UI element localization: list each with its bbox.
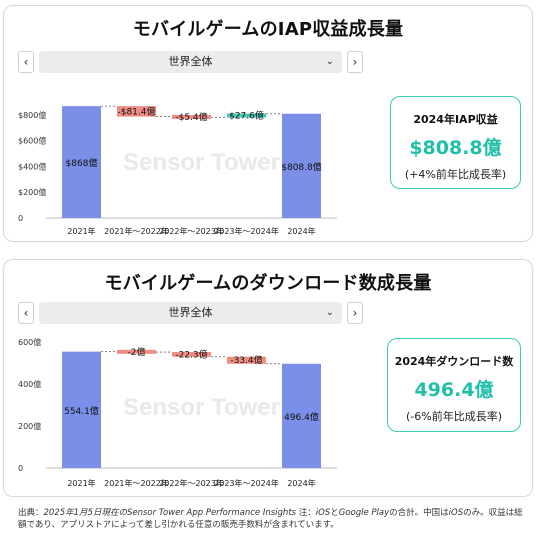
- value-label: -33.4億: [230, 354, 262, 366]
- waterfall-bar: [282, 113, 321, 218]
- value-label: -$81.4億: [117, 105, 155, 117]
- waterfall-bar: [62, 106, 101, 218]
- value-label: 554.1億: [64, 405, 99, 417]
- footnote-note-label: 注：: [296, 508, 316, 518]
- x-tick-label: 2023年～2024年: [214, 478, 279, 488]
- summary-value: 496.4億: [414, 379, 494, 401]
- footnote-source: 2025年1月5日現在のSensor Tower App Performance…: [43, 508, 297, 518]
- prev-button[interactable]: ‹: [18, 51, 34, 73]
- iap-revenue-panel: モバイルゲームのIAP収益成長量 ‹ 世界全体 ⌄ › Sensor Tower…: [3, 5, 533, 242]
- footnote-china: の合計。中国は: [389, 508, 449, 518]
- y-tick-label: $800億: [18, 110, 46, 120]
- panel-title: モバイルゲームのIAP収益成長量: [132, 19, 404, 40]
- iap-waterfall-chart: Sensor Tower 0 $200億 $400億 $600億 $800億 $868億 20…: [18, 105, 337, 236]
- next-button[interactable]: ›: [347, 302, 363, 324]
- footnote-and: と: [330, 508, 339, 518]
- downloads-panel: モバイルゲームのダウンロード数成長量 ‹ 世界全体 ⌄ › Sensor Tow…: [3, 259, 533, 497]
- summary-growth: (+4%前年比成長率): [404, 168, 507, 181]
- x-tick-label: 2022年～2023年: [159, 226, 224, 236]
- x-tick-label: 2021年～2022年: [104, 226, 169, 236]
- summary-card: 2024年IAP収益 $808.8億 (+4%前年比成長率): [390, 96, 521, 189]
- waterfall-bar: [117, 349, 156, 354]
- value-label: $27.6億: [229, 110, 264, 122]
- panel-title: モバイルゲームのダウンロード数成長量: [104, 273, 432, 294]
- chevron-down-icon: ⌄: [325, 56, 334, 67]
- value-label: $808.8億: [281, 161, 322, 173]
- waterfall-bar: [282, 363, 321, 468]
- dropdown-value: 世界全体: [168, 55, 213, 68]
- value-label: $868億: [66, 157, 98, 169]
- waterfall-bar: [227, 356, 266, 364]
- x-tick-label: 2021年: [67, 478, 95, 488]
- footnote-ios-only: iOS: [448, 508, 464, 518]
- downloads-waterfall-chart: Sensor Tower 0 200億 400億 600億 554.1億 2021年 -2億 2…: [18, 337, 337, 488]
- value-label: -$5.4億: [175, 111, 207, 123]
- y-tick-label: $400億: [18, 161, 46, 171]
- footnote-rest: のみ。収益は総額であり、アプリストアによって差し引かれる任意の販売手数料が含まれ…: [18, 508, 523, 530]
- y-tick-label: $200億: [18, 187, 46, 197]
- chevron-down-icon: ⌄: [325, 307, 334, 318]
- summary-label: 2024年ダウンロード数: [394, 355, 514, 368]
- y-tick-label: 200億: [18, 421, 41, 431]
- y-tick-label: 0: [18, 214, 23, 223]
- waterfall-bar: [62, 351, 101, 468]
- watermark: Sensor Tower: [123, 394, 280, 421]
- y-tick-label: 400億: [18, 379, 41, 389]
- x-tick-label: 2023年～2024年: [214, 226, 279, 236]
- dropdown-value: 世界全体: [168, 306, 213, 319]
- waterfall-bar: [117, 106, 156, 117]
- next-button[interactable]: ›: [347, 51, 363, 73]
- waterfall-bar: [227, 113, 266, 118]
- y-tick-label: 600億: [18, 337, 41, 347]
- x-tick-label: 2021年～2022年: [104, 478, 169, 488]
- footnote-prefix: 出典：: [18, 508, 44, 518]
- x-tick-label: 2021年: [67, 226, 95, 236]
- summary-value: $808.8億: [409, 137, 502, 159]
- summary-label: 2024年IAP収益: [413, 113, 498, 126]
- summary-card: 2024年ダウンロード数 496.4億 (-6%前年比成長率): [387, 338, 521, 432]
- x-tick-label: 2022年～2023年: [159, 478, 224, 488]
- y-tick-label: 0: [18, 464, 23, 473]
- value-label: -2億: [128, 346, 146, 358]
- footnote-ios: iOS: [315, 508, 331, 518]
- region-dropdown[interactable]: 世界全体 ⌄: [39, 51, 342, 73]
- prev-button[interactable]: ‹: [18, 302, 34, 324]
- value-label: 496.4億: [284, 411, 319, 423]
- watermark: Sensor Tower: [123, 149, 280, 176]
- y-tick-label: $600億: [18, 136, 46, 146]
- footnote: 出典：2025年1月5日現在のSensor Tower App Performa…: [18, 507, 523, 531]
- value-label: -22.3億: [175, 348, 207, 360]
- region-dropdown[interactable]: 世界全体 ⌄: [39, 302, 342, 324]
- x-tick-label: 2024年: [287, 226, 315, 236]
- waterfall-bar: [172, 114, 211, 119]
- x-tick-label: 2024年: [287, 478, 315, 488]
- summary-growth: (-6%前年比成長率): [405, 410, 502, 423]
- waterfall-bar: [172, 352, 211, 357]
- footnote-google-play: Google Play: [338, 508, 390, 518]
